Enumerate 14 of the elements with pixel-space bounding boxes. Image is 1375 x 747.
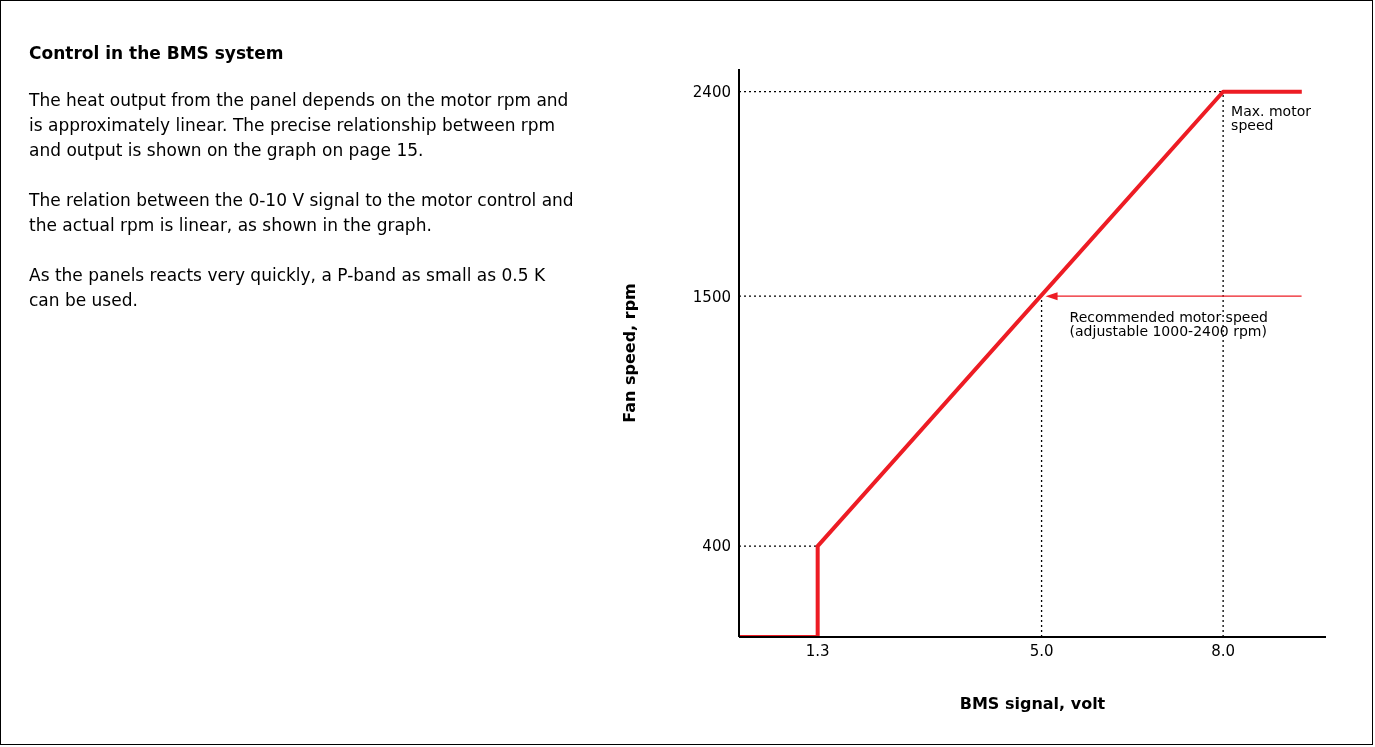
y-axis-title: Fan speed, rpm	[619, 283, 639, 423]
x-tick-label: 5.0	[1029, 641, 1054, 660]
annotation: Max. motor speed	[1231, 102, 1312, 133]
y-tick-label: 1500	[692, 287, 731, 306]
x-tick-label: 8.0	[1211, 641, 1236, 660]
y-tick-label: 400	[702, 537, 731, 556]
x-tick-label: 1.3	[805, 641, 830, 660]
text: As the panels reacts very quickly, a P-band as small as 0.5 K can be used.	[29, 264, 547, 312]
x-axis-title: BMS signal, volt	[959, 694, 1106, 713]
text: Control in the BMS system	[29, 42, 285, 65]
text: The relation between the 0-10 V signal to the motor control and the actual rpm is linear, as shown in the graph.	[29, 189, 574, 237]
y-tick-label: 2400	[692, 83, 731, 102]
text: The heat output from the panel depends on the motor rpm and is approximately linear. The precise relationship between rpm and output is shown on the graph on page 15.	[29, 89, 570, 162]
annotation: Recommended motor speed (adjustable 1000-2400 rpm)	[1069, 309, 1268, 340]
